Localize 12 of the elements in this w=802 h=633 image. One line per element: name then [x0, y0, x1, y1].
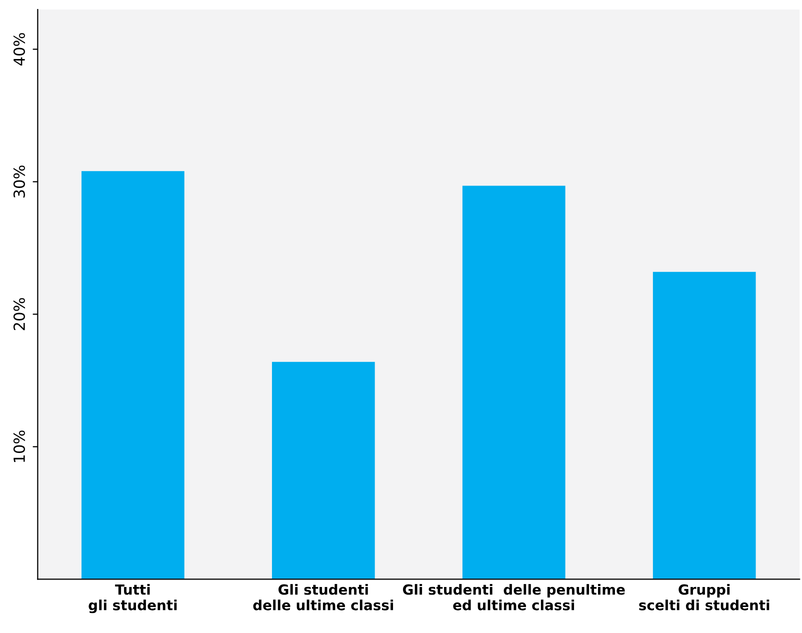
y-tick-label: 20% [13, 298, 26, 330]
x-tick-label: Gruppi scelti di studenti [639, 584, 770, 610]
bar [82, 171, 184, 580]
bar [272, 362, 375, 580]
y-tick-label: 40% [13, 33, 26, 66]
y-tick-label: 10% [13, 430, 26, 462]
y-tick-label: 30% [13, 166, 26, 198]
bar [652, 272, 756, 580]
x-tick-label: Tutti gli studenti [88, 584, 177, 614]
x-tick-label: Gli studenti delle penultime ed ultime classi [402, 584, 625, 610]
x-tick-label: Gli studenti delle ultime classi [253, 584, 394, 610]
bar [462, 186, 566, 580]
